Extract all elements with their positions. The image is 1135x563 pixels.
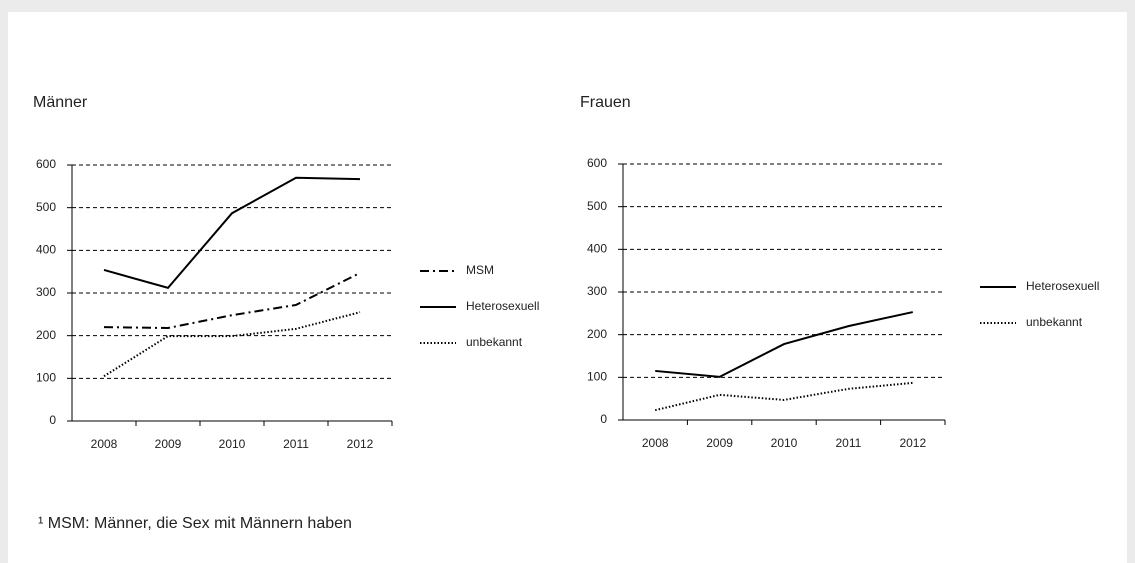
x-tick-label: 2008 (91, 437, 118, 451)
x-tick-label: 2012 (899, 436, 926, 450)
y-tick-label: 200 (587, 327, 607, 341)
series-line (103, 272, 361, 329)
y-tick-label: 0 (600, 412, 607, 426)
y-tick-label: 100 (36, 371, 56, 385)
panel (8, 12, 1127, 563)
legend-label: Heterosexuell (1026, 279, 1099, 293)
series-line (103, 176, 361, 290)
y-tick-label: 400 (36, 243, 56, 257)
legend-label: unbekannt (1026, 315, 1083, 329)
y-tick-label: 500 (36, 200, 56, 214)
x-tick-label: 2011 (835, 436, 861, 450)
y-tick-label: 400 (587, 242, 607, 256)
y-tick-label: 300 (36, 285, 56, 299)
x-tick-label: 2009 (155, 437, 182, 451)
series-line (655, 311, 914, 378)
x-tick-label: 2008 (642, 436, 669, 450)
legend-label: unbekannt (466, 335, 523, 349)
footnote: ¹ MSM: Männer, die Sex mit Männern haben (38, 515, 352, 532)
y-tick-label: 200 (36, 328, 56, 342)
y-tick-label: 0 (49, 413, 56, 427)
x-tick-label: 2009 (706, 436, 733, 450)
y-tick-label: 600 (36, 157, 56, 171)
y-tick-label: 300 (587, 284, 607, 298)
y-tick-label: 600 (587, 156, 607, 170)
x-tick-label: 2010 (219, 437, 246, 451)
x-tick-label: 2010 (771, 436, 798, 450)
series-line (103, 311, 361, 378)
legend-label: Heterosexuell (466, 299, 539, 313)
legend-label: MSM (466, 263, 494, 277)
x-tick-label: 2012 (347, 437, 374, 451)
chart-title: Männer (33, 94, 88, 111)
x-tick-label: 2011 (283, 437, 309, 451)
series-line (654, 381, 913, 412)
y-tick-label: 500 (587, 199, 607, 213)
chart-title: Frauen (580, 94, 631, 111)
y-tick-label: 100 (587, 370, 607, 384)
